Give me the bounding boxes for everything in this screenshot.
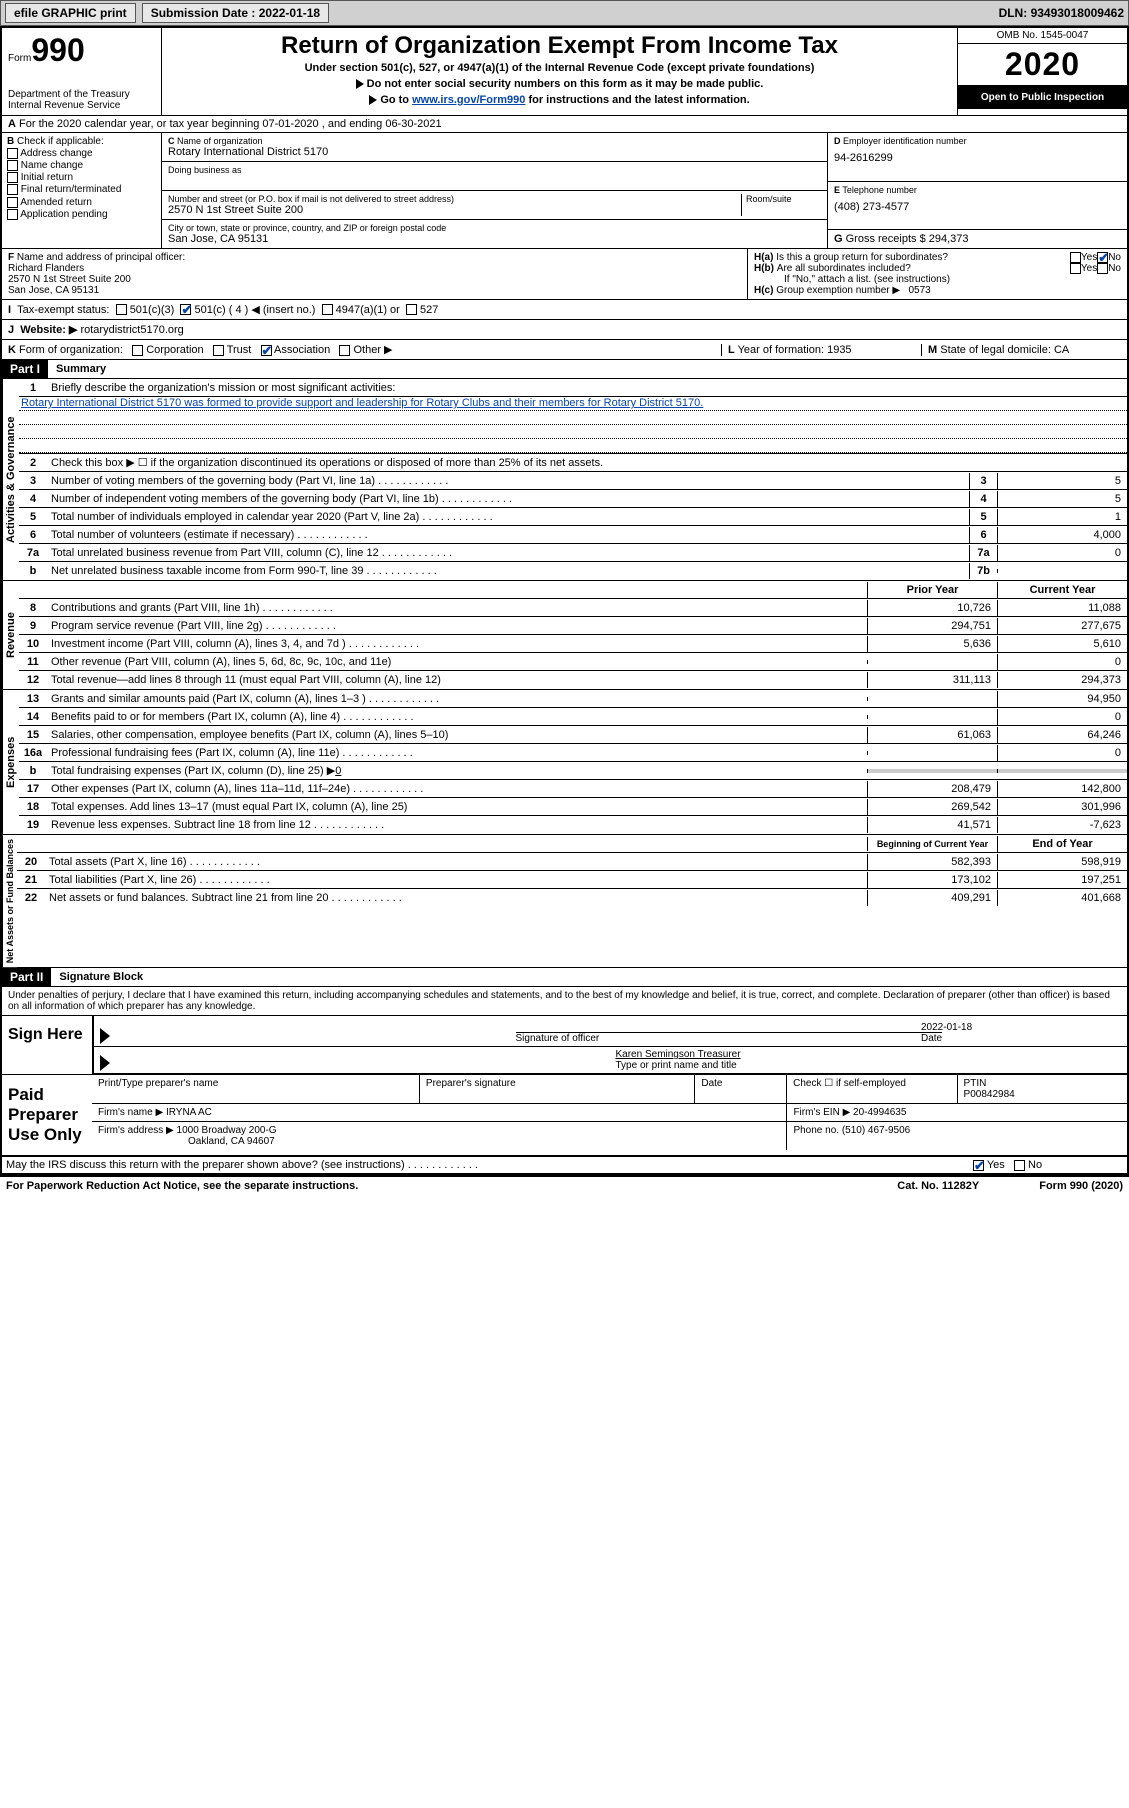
checkbox-icon[interactable] bbox=[1070, 252, 1081, 263]
tax-year: 2020 bbox=[958, 44, 1127, 86]
vtab-activities: Activities & Governance bbox=[2, 379, 19, 580]
checkbox-icon[interactable] bbox=[973, 1160, 984, 1171]
arrow-icon bbox=[100, 1055, 616, 1071]
submission-date: 2022-01-18 bbox=[259, 6, 320, 20]
ptin: P00842984 bbox=[964, 1089, 1015, 1100]
row-i: I Tax-exempt status: 501(c)(3) 501(c) ( … bbox=[2, 300, 1127, 320]
checkbox-icon[interactable] bbox=[7, 184, 18, 195]
firm-ein: 20-4994635 bbox=[853, 1107, 906, 1118]
year-formation: 1935 bbox=[827, 344, 851, 356]
checkbox-icon[interactable] bbox=[261, 345, 272, 356]
footer: For Paperwork Reduction Act Notice, see … bbox=[0, 1177, 1129, 1195]
sign-here: Sign Here Signature of officer 2022-01-1… bbox=[2, 1016, 1127, 1075]
box-h: H(a) Is this a group return for subordin… bbox=[747, 249, 1127, 299]
irs-link[interactable]: www.irs.gov/Form990 bbox=[412, 94, 525, 106]
checkbox-icon[interactable] bbox=[1097, 252, 1108, 263]
checkbox-icon[interactable] bbox=[116, 304, 127, 315]
checkbox-icon[interactable] bbox=[1070, 263, 1081, 274]
checkbox-icon[interactable] bbox=[7, 197, 18, 208]
vtab-netassets: Net Assets or Fund Balances bbox=[2, 835, 17, 967]
triangle-icon bbox=[356, 79, 364, 89]
preparer-phone: (510) 467-9506 bbox=[842, 1125, 910, 1136]
part-1-header: Part I Summary bbox=[2, 360, 1127, 379]
checkbox-icon[interactable] bbox=[180, 304, 191, 315]
firm-name: IRYNA AC bbox=[166, 1107, 212, 1118]
domicile: CA bbox=[1054, 344, 1069, 356]
checkbox-icon[interactable] bbox=[339, 345, 350, 356]
section-fh: F Name and address of principal officer:… bbox=[2, 249, 1127, 300]
revenue: Revenue Prior YearCurrent Year 8Contribu… bbox=[2, 581, 1127, 690]
group-exemption: 0573 bbox=[908, 285, 930, 296]
checkbox-icon[interactable] bbox=[132, 345, 143, 356]
submission-button[interactable]: Submission Date : 2022-01-18 bbox=[142, 3, 329, 23]
mission-link[interactable]: Rotary International District 5170 was f… bbox=[21, 397, 703, 409]
form-990: Form990 Department of the Treasury Inter… bbox=[0, 26, 1129, 1177]
checkbox-icon[interactable] bbox=[406, 304, 417, 315]
paid-preparer: Paid Preparer Use Only Print/Type prepar… bbox=[2, 1075, 1127, 1157]
checkbox-icon[interactable] bbox=[7, 172, 18, 183]
checkbox-icon[interactable] bbox=[1097, 263, 1108, 274]
phone: (408) 273-4577 bbox=[834, 201, 1121, 213]
city: San Jose, CA 95131 bbox=[168, 233, 821, 245]
header-right: OMB No. 1545-0047 2020 Open to Public In… bbox=[957, 28, 1127, 115]
box-f: F Name and address of principal officer:… bbox=[2, 249, 747, 299]
arrow-icon bbox=[100, 1028, 516, 1044]
net-assets: Net Assets or Fund Balances Beginning of… bbox=[2, 835, 1127, 968]
header-left: Form990 Department of the Treasury Inter… bbox=[2, 28, 162, 115]
officer-name: Richard Flanders bbox=[8, 263, 84, 274]
org-name: Rotary International District 5170 bbox=[168, 146, 821, 158]
box-de: D Employer identification number 94-2616… bbox=[827, 133, 1127, 248]
header-mid: Return of Organization Exempt From Incom… bbox=[162, 28, 957, 115]
vtab-expenses: Expenses bbox=[2, 690, 19, 834]
dln: DLN: 93493018009462 bbox=[999, 6, 1124, 20]
section-bcde: B Check if applicable: Address change Na… bbox=[2, 133, 1127, 249]
line-a: A For the 2020 calendar year, or tax yea… bbox=[2, 116, 1127, 133]
omb-number: OMB No. 1545-0047 bbox=[958, 28, 1127, 44]
row-j: J Website: ▶ rotarydistrict5170.org bbox=[2, 320, 1127, 340]
ein: 94-2616299 bbox=[834, 152, 1121, 164]
toolbar: efile GRAPHIC print Submission Date : 20… bbox=[0, 0, 1129, 26]
gross-receipts: 294,373 bbox=[929, 233, 969, 245]
street: 2570 N 1st Street Suite 200 bbox=[168, 204, 741, 216]
website: rotarydistrict5170.org bbox=[80, 324, 183, 336]
activities-governance: Activities & Governance 1Briefly describ… bbox=[2, 379, 1127, 581]
checkbox-icon[interactable] bbox=[7, 160, 18, 171]
under-section: Under section 501(c), 527, or 4947(a)(1)… bbox=[168, 62, 951, 74]
return-title: Return of Organization Exempt From Incom… bbox=[168, 32, 951, 60]
checkbox-icon[interactable] bbox=[7, 209, 18, 220]
perjury: Under penalties of perjury, I declare th… bbox=[2, 987, 1127, 1016]
triangle-icon bbox=[369, 95, 377, 105]
expenses: Expenses 13Grants and similar amounts pa… bbox=[2, 690, 1127, 835]
box-b: B Check if applicable: Address change Na… bbox=[2, 133, 162, 248]
box-c: C Name of organization Rotary Internatio… bbox=[162, 133, 827, 248]
part-2-header: Part II Signature Block bbox=[2, 968, 1127, 987]
checkbox-icon[interactable] bbox=[7, 148, 18, 159]
checkbox-icon[interactable] bbox=[213, 345, 224, 356]
open-inspection: Open to Public Inspection bbox=[958, 86, 1127, 109]
vtab-revenue: Revenue bbox=[2, 581, 19, 689]
checkbox-icon[interactable] bbox=[1014, 1160, 1025, 1171]
form-header: Form990 Department of the Treasury Inter… bbox=[2, 28, 1127, 116]
dept-treasury: Department of the Treasury Internal Reve… bbox=[8, 89, 155, 111]
submission-label: Submission Date : bbox=[151, 6, 259, 20]
row-klm: K Form of organization: Corporation Trus… bbox=[2, 340, 1127, 360]
efile-button[interactable]: efile GRAPHIC print bbox=[5, 3, 136, 23]
checkbox-icon[interactable] bbox=[322, 304, 333, 315]
